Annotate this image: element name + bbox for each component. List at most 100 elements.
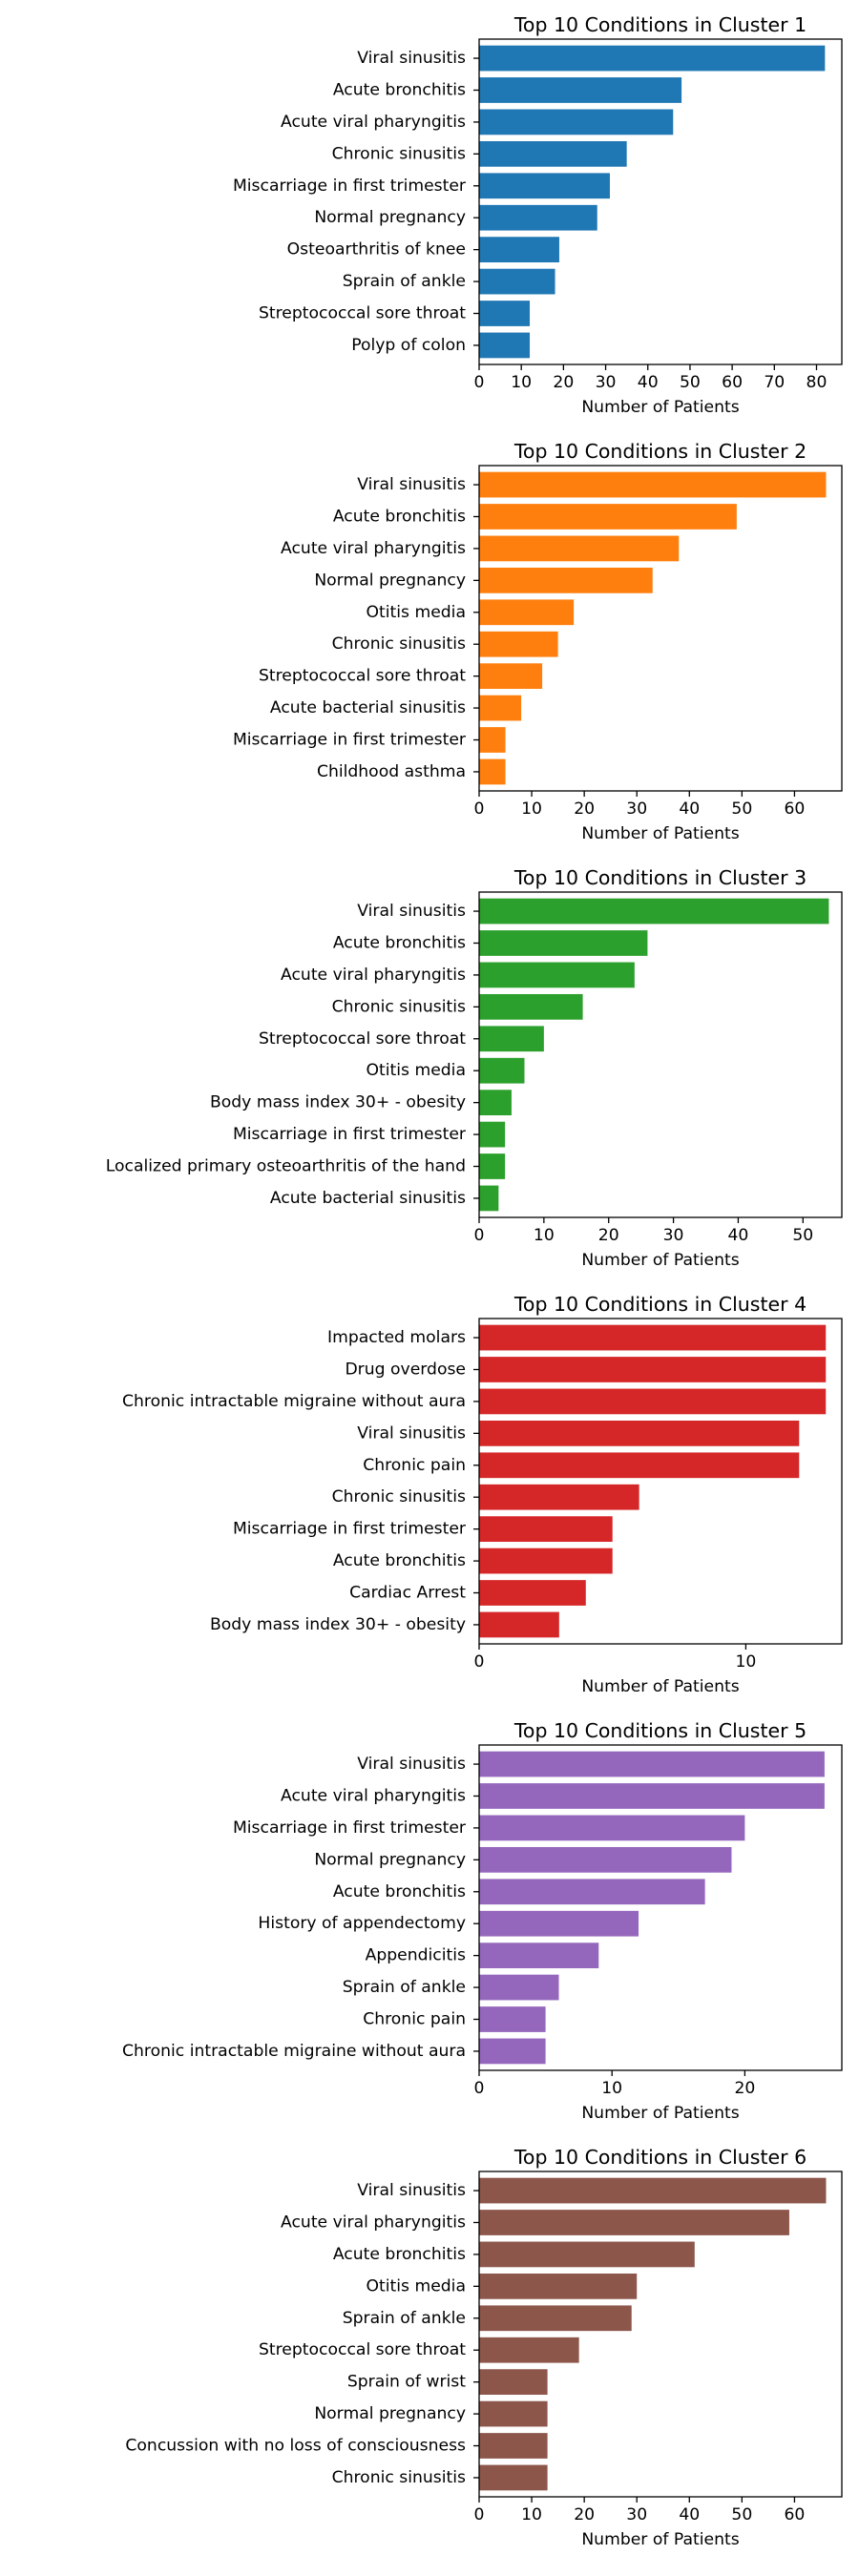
x-tick-label: 30: [663, 1226, 684, 1245]
x-axis-label: Number of Patients: [581, 1677, 739, 1696]
category-label: Acute bacterial sinusitis: [270, 1189, 466, 1208]
category-label: Acute bronchitis: [333, 507, 466, 526]
bar: [479, 109, 674, 135]
bar: [479, 1420, 800, 1446]
bar: [479, 1783, 825, 1809]
axes-frame: [478, 2171, 843, 2498]
bar: [479, 1357, 827, 1382]
x-tick-label: 0: [474, 2079, 485, 2098]
bar: [479, 2177, 827, 2204]
category-label: Miscarriage in first trimester: [233, 1520, 467, 1539]
x-axis-label: Number of Patients: [581, 2104, 739, 2123]
x-tick-label: 40: [679, 800, 700, 819]
bar: [479, 2038, 546, 2065]
bar: [479, 237, 559, 263]
x-axis-label: Number of Patients: [581, 2530, 739, 2549]
category-label: Streptococcal sore throat: [259, 304, 466, 323]
x-axis-label: Number of Patients: [581, 824, 739, 843]
category-label: Streptococcal sore throat: [259, 1029, 466, 1049]
bar: [479, 2369, 548, 2396]
category-label: Chronic intractable migraine without aur…: [122, 2042, 466, 2061]
bar: [479, 204, 597, 231]
bar: [479, 2241, 695, 2268]
category-label: Polyp of colon: [351, 336, 466, 355]
category-label: Chronic sinusitis: [332, 997, 466, 1016]
category-label: Chronic sinusitis: [332, 2468, 466, 2487]
category-label: Body mass index 30+ - obesity: [210, 1615, 466, 1634]
category-label: Osteoarthritis of knee: [287, 240, 466, 260]
bar: [479, 2433, 548, 2459]
axes-frame: [478, 891, 843, 1218]
bar: [479, 1484, 639, 1510]
x-tick-label: 0: [474, 800, 485, 819]
bar: [479, 1611, 559, 1638]
x-tick-label: 20: [574, 2505, 595, 2524]
x-tick-label: 0: [474, 373, 485, 392]
category-label: Chronic sinusitis: [332, 634, 466, 654]
category-label: Impacted molars: [327, 1328, 466, 1347]
category-label: Sprain of ankle: [343, 1978, 466, 1997]
category-label: Streptococcal sore throat: [259, 667, 466, 686]
bar-chart-svg: Top 10 Conditions in Cluster 1 Viral sinu…: [233, 13, 843, 417]
chart-title: Top 10 Conditions in Cluster 1: [513, 13, 807, 36]
bar: [479, 77, 682, 103]
category-label: Chronic pain: [363, 1456, 466, 1475]
category-label: Acute bronchitis: [333, 2245, 466, 2264]
chart-title: Top 10 Conditions in Cluster 6: [513, 2146, 807, 2169]
category-label: Body mass index 30+ - obesity: [210, 1093, 466, 1112]
bar: [479, 930, 648, 956]
category-label: Viral sinusitis: [357, 2181, 466, 2200]
bar: [479, 1153, 506, 1179]
bar: [479, 993, 583, 1020]
bar: [479, 2273, 638, 2299]
bar: [479, 1057, 525, 1084]
bar: [479, 1942, 599, 1969]
category-label: Viral sinusitis: [357, 49, 466, 68]
category-label: Streptococcal sore throat: [259, 2340, 466, 2359]
bar: [479, 2305, 632, 2332]
category-label: History of appendectomy: [258, 1914, 466, 1933]
category-label: Acute viral pharyngitis: [281, 1786, 466, 1805]
category-label: Miscarriage in first trimester: [233, 1125, 467, 1144]
chart-panel-cluster-5: Top 10 Conditions in Cluster 5 Viral sinu…: [0, 1706, 859, 2135]
x-tick-label: 30: [626, 2505, 647, 2524]
bar: [479, 1516, 613, 1543]
bar: [479, 1090, 512, 1116]
category-label: Miscarriage in first trimester: [233, 177, 467, 196]
x-tick-label: 10: [534, 1226, 555, 1245]
x-axis-label: Number of Patients: [581, 1251, 739, 1270]
chart-title: Top 10 Conditions in Cluster 5: [513, 1719, 807, 1742]
x-tick-label: 20: [734, 2079, 755, 2098]
x-tick-label: 60: [784, 2505, 805, 2524]
bar: [479, 727, 506, 753]
bar: [479, 504, 737, 530]
bar: [479, 1910, 639, 1937]
category-label: Normal pregnancy: [314, 208, 466, 227]
bar: [479, 663, 543, 690]
bar: [479, 898, 829, 924]
bar: [479, 1324, 827, 1351]
chart-title: Top 10 Conditions in Cluster 4: [513, 1293, 807, 1316]
chart-panel-cluster-3: Top 10 Conditions in Cluster 3 Viral sinu…: [0, 853, 859, 1282]
category-label: Localized primary osteoarthritis of the …: [106, 1157, 466, 1176]
x-tick-label: 50: [792, 1226, 813, 1245]
bar: [479, 1846, 732, 1873]
bar: [479, 2006, 546, 2032]
bar: [479, 535, 680, 562]
x-tick-label: 10: [511, 373, 532, 392]
category-label: Drug overdose: [345, 1360, 466, 1379]
chart-title: Top 10 Conditions in Cluster 3: [513, 866, 807, 889]
category-label: Chronic sinusitis: [332, 144, 466, 163]
bar: [479, 140, 627, 167]
x-tick-label: 20: [553, 373, 574, 392]
category-label: Chronic intractable migraine without aur…: [122, 1392, 466, 1411]
category-label: Chronic pain: [363, 2010, 466, 2029]
x-tick-label: 10: [601, 2079, 622, 2098]
category-label: Acute viral pharyngitis: [281, 966, 466, 985]
x-tick-label: 80: [807, 373, 828, 392]
axes-frame: [478, 1318, 843, 1645]
bar: [479, 301, 531, 326]
bar: [479, 2210, 789, 2235]
category-label: Concussion with no loss of consciousness: [125, 2437, 466, 2456]
